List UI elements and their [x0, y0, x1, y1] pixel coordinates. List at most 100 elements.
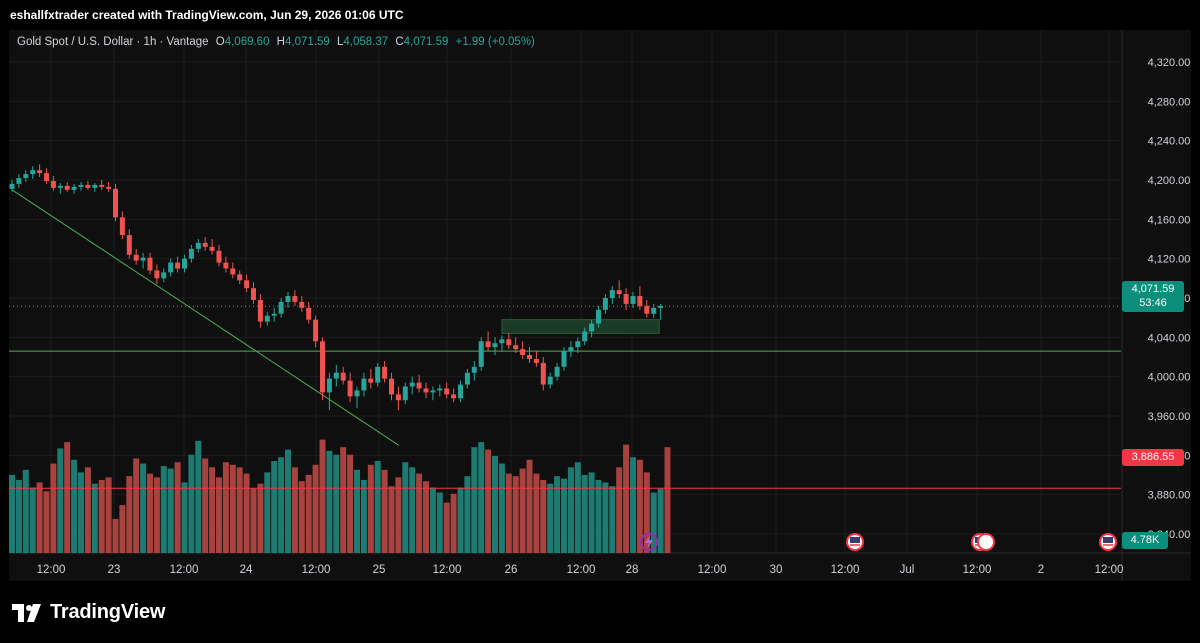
candle-body: [264, 315, 270, 322]
volume-bar: [395, 477, 402, 553]
volume-bar: [347, 454, 354, 553]
volume-bar: [209, 467, 216, 553]
lightning-bolt-icon: [645, 535, 653, 549]
candle-body: [389, 378, 394, 395]
candle-body: [644, 305, 650, 314]
y-tick-label: 4,040.00: [1148, 332, 1191, 344]
volume-bar: [126, 476, 133, 553]
candle-body: [195, 242, 201, 249]
x-tick-label: 25: [373, 564, 386, 576]
open-value: 4,069.60: [224, 36, 270, 48]
candle-body: [113, 188, 118, 218]
volume-bar: [133, 458, 140, 553]
x-tick-label: 12:00: [831, 564, 860, 576]
candle-body: [133, 254, 139, 261]
candle-body: [464, 372, 470, 385]
volume-bar: [636, 459, 643, 553]
volume-bar: [250, 488, 257, 553]
candle-body: [244, 280, 250, 289]
candle-body: [299, 301, 305, 308]
volume-bar: [43, 491, 50, 553]
x-tick-label: 23: [108, 564, 121, 576]
tradingview-logo[interactable]: TradingView: [12, 601, 165, 624]
volume-bar: [381, 469, 388, 553]
current-price-value: 4,071.59: [1131, 283, 1175, 295]
volume-bar: [354, 469, 360, 553]
candle-body: [119, 217, 125, 236]
candle-body: [292, 296, 298, 302]
volume-bar: [167, 468, 174, 553]
symbol-name[interactable]: Gold Spot / U.S. Dollar · 1h · Vantage: [17, 36, 209, 48]
candle-body: [568, 347, 574, 352]
candle-body: [216, 250, 222, 263]
volume-bar: [402, 462, 409, 553]
volume-bar: [181, 482, 188, 553]
symbol-legend: Gold Spot / U.S. Dollar · 1h · Vantage O…: [17, 36, 535, 48]
x-tick-label: 12:00: [1095, 564, 1124, 576]
volume-bar: [243, 473, 250, 553]
us-flag-event-icon: [977, 533, 995, 551]
candle-body: [106, 186, 112, 189]
candle-body: [188, 248, 194, 259]
candle-body: [354, 390, 360, 397]
candle-body: [616, 290, 622, 295]
volume-bar: [374, 461, 381, 553]
candle-body: [223, 262, 229, 269]
trendline: [11, 189, 400, 446]
volume-bar: [36, 482, 43, 553]
volume-bar: [333, 454, 340, 553]
volume-bar: [147, 473, 153, 553]
volume-bar: [436, 492, 443, 553]
candle-body: [547, 376, 553, 385]
candle-body: [37, 170, 43, 174]
volume-bar: [91, 483, 98, 553]
candle-body: [140, 257, 146, 261]
volume-bar: [271, 461, 278, 553]
volume-bar: [50, 463, 57, 553]
volume-bar: [478, 442, 485, 553]
candle-body: [658, 305, 664, 308]
tradingview-logo-icon: [12, 603, 41, 622]
volume-bar: [602, 482, 609, 553]
volume-bar: [57, 448, 64, 553]
chart-canvas[interactable]: 4,320.00 4,280.00 4,240.00 4,200.00 4,160.00…: [9, 30, 1191, 581]
candle-body: [85, 184, 91, 188]
volume-bar: [630, 457, 636, 553]
volume-bar: [22, 469, 29, 553]
candle-body: [402, 386, 408, 401]
volume-bar: [216, 477, 222, 553]
candle-body: [237, 274, 243, 281]
x-tick-label: 26: [505, 564, 518, 576]
volume-bar: [609, 486, 616, 553]
volume-bar: [360, 479, 367, 553]
candle-body: [257, 299, 263, 322]
candle-body: [513, 345, 519, 350]
candle-body: [30, 170, 36, 175]
volume-bar: [298, 481, 305, 553]
volume-bar: [222, 462, 229, 553]
candle-body: [313, 319, 319, 342]
change-value: +1.99 (+0.05%): [455, 36, 535, 48]
y-tick-label: 3,880.00: [1148, 490, 1191, 502]
candle-body: [651, 307, 657, 314]
candle-body: [444, 388, 450, 395]
candle-body: [395, 394, 401, 401]
volume-bar: [64, 442, 71, 553]
volume-bar: [112, 518, 119, 553]
candle-body: [92, 184, 98, 188]
volume-bar: [340, 447, 347, 553]
x-tick-label: 12:00: [698, 564, 727, 576]
candle-body: [347, 380, 353, 397]
candle-body: [340, 372, 346, 381]
candle-body: [623, 294, 629, 304]
level-price-value: 3,886.55: [1131, 451, 1175, 463]
candle-body: [485, 341, 491, 348]
y-tick-label: 4,200.00: [1148, 175, 1191, 187]
candle-body: [554, 366, 560, 377]
y-tick-label: 4,320.00: [1148, 57, 1191, 69]
volume-bar: [236, 467, 243, 553]
volume-bar: [664, 447, 671, 553]
volume-bar: [71, 459, 78, 553]
candle-body: [306, 307, 312, 320]
candle-body: [326, 378, 332, 393]
